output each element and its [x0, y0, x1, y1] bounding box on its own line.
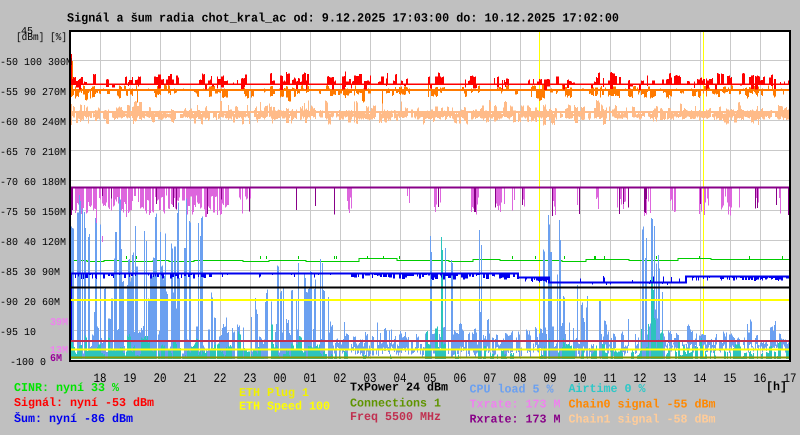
svg-text:Chain0 signal -55 dBm: Chain0 signal -55 dBm — [569, 398, 716, 412]
svg-text:Chain1 signal -58 dBm: Chain1 signal -58 dBm — [569, 412, 716, 426]
svg-text:Rxrate: 173 M: Rxrate: 173 M — [470, 412, 561, 426]
svg-text:01: 01 — [304, 371, 317, 386]
svg-text:Txrate: 173 M: Txrate: 173 M — [470, 398, 561, 412]
svg-text:13M: 13M — [50, 345, 68, 357]
svg-text:-70 60 180M: -70 60 180M — [0, 177, 66, 189]
svg-text:Airtime 0 %: Airtime 0 % — [569, 382, 647, 396]
svg-text:20: 20 — [154, 371, 167, 386]
svg-text:16: 16 — [754, 371, 767, 386]
svg-text:23: 23 — [244, 371, 257, 386]
svg-text:-95 10: -95 10 — [0, 327, 36, 339]
svg-text:TxPower 24 dBm: TxPower 24 dBm — [350, 380, 448, 394]
svg-text:13: 13 — [664, 371, 677, 386]
svg-text:06: 06 — [454, 371, 467, 386]
svg-text:-75 50 150M: -75 50 150M — [0, 207, 66, 219]
svg-text:19: 19 — [124, 371, 137, 386]
svg-text:07: 07 — [484, 371, 497, 386]
svg-text:21: 21 — [184, 371, 197, 386]
svg-text:05: 05 — [424, 371, 437, 386]
svg-text:CINR: nyní 33 %: CINR: nyní 33 % — [14, 381, 120, 395]
svg-text:ETH Speed 100: ETH Speed 100 — [239, 400, 330, 414]
svg-text:-50 100 300M: -50 100 300M — [0, 57, 72, 69]
svg-text:CPU load 5 %: CPU load 5 % — [470, 383, 555, 397]
svg-text:-65 70 210M: -65 70 210M — [0, 147, 66, 159]
svg-text:45: 45 — [21, 26, 33, 38]
svg-text:[dBm] [%]: [dBm] [%] — [16, 32, 67, 44]
svg-text:-90 20 60M: -90 20 60M — [0, 297, 60, 309]
svg-text:Signál a šum radia chot_kral_a: Signál a šum radia chot_kral_ac od: 9.12… — [67, 12, 619, 26]
svg-text:08: 08 — [514, 371, 527, 386]
svg-text:Freq 5500 MHz: Freq 5500 MHz — [350, 410, 441, 424]
svg-text:18: 18 — [94, 371, 107, 386]
svg-text:-60 80 240M: -60 80 240M — [0, 117, 66, 129]
svg-text:22: 22 — [214, 371, 227, 386]
svg-text:Connections 1: Connections 1 — [350, 397, 441, 411]
svg-text:6M: 6M — [50, 353, 62, 365]
svg-text:ETH Plug 1: ETH Plug 1 — [239, 386, 309, 400]
svg-text:12: 12 — [634, 371, 647, 386]
svg-text:-100 0: -100 0 — [10, 357, 46, 369]
svg-text:10: 10 — [574, 371, 587, 386]
svg-text:Signál: nyní -53 dBm: Signál: nyní -53 dBm — [14, 396, 154, 410]
svg-text:-80 40 120M: -80 40 120M — [0, 237, 66, 249]
svg-text:00: 00 — [274, 371, 287, 386]
svg-text:02: 02 — [334, 371, 347, 386]
svg-text:-85 30 90M: -85 30 90M — [0, 267, 60, 279]
svg-text:03: 03 — [364, 371, 377, 386]
svg-text:14: 14 — [694, 371, 707, 386]
svg-text:09: 09 — [544, 371, 557, 386]
svg-text:[h]: [h] — [766, 380, 787, 394]
svg-text:15: 15 — [724, 371, 737, 386]
svg-text:04: 04 — [394, 371, 407, 386]
svg-text:39M: 39M — [50, 317, 68, 329]
svg-text:11: 11 — [604, 371, 617, 386]
svg-text:17: 17 — [784, 371, 797, 386]
svg-text:Šum: nyní -86 dBm: Šum: nyní -86 dBm — [14, 412, 133, 426]
svg-text:-55 90 270M: -55 90 270M — [0, 87, 66, 99]
